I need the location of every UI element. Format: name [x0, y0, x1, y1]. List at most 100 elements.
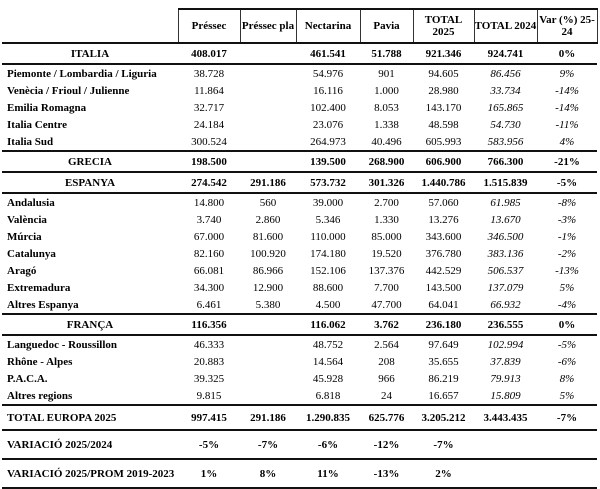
table-row: TOTAL EUROPA 2025 997.415 291.186 1.290.835… — [2, 404, 597, 431]
value-cell: 88.600 — [312, 281, 344, 294]
value-cell: 924.741 — [474, 42, 537, 65]
value-cell: 606.900 — [413, 150, 474, 173]
value-cell: 24 — [381, 389, 392, 402]
value-cell: 2% — [413, 459, 474, 489]
value-cell — [240, 387, 296, 405]
table-body: ITALIA 408.017 461.541 51.788 921.346 924.741… — [2, 42, 597, 489]
value-cell: 143.500 — [425, 281, 462, 294]
value-cell — [240, 313, 296, 336]
row-label: ESPANYA — [2, 171, 178, 194]
value-cell: 208 — [378, 355, 395, 368]
value-cell: 3.205.212 — [413, 404, 474, 431]
value-cell: 39.000 — [312, 196, 344, 209]
value-cell: 37.839 — [490, 355, 521, 368]
value-cell: 343.600 — [425, 230, 462, 243]
value-cell: 116.062 — [296, 313, 360, 336]
row-label: Rhône - Alpes — [7, 355, 73, 368]
row-label: Catalunya — [7, 247, 56, 260]
value-cell: 9% — [559, 67, 575, 80]
value-cell: 19.520 — [371, 247, 402, 260]
header-corner-cell — [2, 9, 178, 44]
value-cell — [240, 42, 296, 65]
value-cell: 64.041 — [428, 298, 459, 311]
value-cell: 16.657 — [428, 389, 459, 402]
value-cell: 45.928 — [312, 372, 344, 385]
table-row: ESPANYA 274.542 291.186 573.732 301.326 1.440… — [2, 171, 597, 194]
value-cell: 198.500 — [178, 150, 240, 173]
value-cell: 3.443.435 — [474, 404, 537, 431]
value-cell: -11% — [555, 118, 579, 131]
column-header: Préssec — [177, 8, 240, 44]
value-cell: 85.000 — [371, 230, 402, 243]
value-cell: 408.017 — [178, 42, 240, 65]
value-cell: 165.865 — [487, 101, 524, 114]
value-cell: 32.717 — [193, 101, 225, 114]
value-cell: 605.993 — [425, 135, 462, 148]
value-cell: 301.326 — [360, 171, 413, 194]
value-cell: 264.973 — [310, 135, 346, 148]
table-row: Andalusia 14.800 560 39.000 2.700 57.060 61.98… — [2, 193, 597, 211]
value-cell — [240, 116, 296, 133]
table-row: Piemonte / Lombardia / Liguria 38.728 54.9… — [2, 64, 597, 82]
value-cell: 291.186 — [240, 171, 296, 194]
row-label: VARIACIÓ 2025/2024 — [2, 430, 178, 460]
value-cell: 46.333 — [193, 338, 225, 351]
value-cell — [240, 64, 296, 82]
row-label: Andalusia — [7, 196, 55, 209]
value-cell: 1.440.786 — [413, 171, 474, 194]
value-cell: 8.053 — [374, 101, 399, 114]
value-cell: 102.400 — [310, 101, 346, 114]
value-cell: -13% — [360, 459, 413, 489]
value-cell: 383.136 — [487, 247, 524, 260]
value-cell — [474, 430, 537, 460]
value-cell: 143.170 — [425, 101, 462, 114]
table-row: Venècia / Frioul / Julienne 11.864 16.116 1… — [2, 82, 597, 99]
value-cell: 54.730 — [490, 118, 521, 131]
value-cell: 997.415 — [178, 404, 240, 431]
value-cell: 38.728 — [193, 67, 225, 80]
value-cell: -5% — [557, 338, 577, 351]
header-row: Préssec Préssec pla Nectarina Pavia TOTAL 20… — [2, 8, 598, 44]
value-cell: 583.956 — [487, 135, 524, 148]
value-cell: 766.300 — [474, 150, 537, 173]
row-label: TOTAL EUROPA 2025 — [2, 404, 178, 431]
value-cell: 921.346 — [413, 42, 474, 65]
value-cell: 66.081 — [193, 264, 225, 277]
value-cell: 2.564 — [374, 338, 399, 351]
value-cell: 110.000 — [310, 230, 346, 243]
value-cell: 48.598 — [428, 118, 459, 131]
value-cell: 33.734 — [490, 84, 521, 97]
table-header: Préssec Préssec pla Nectarina Pavia TOTAL 20… — [2, 8, 598, 44]
value-cell: 8% — [559, 372, 575, 385]
value-cell: 15.809 — [490, 389, 521, 402]
value-cell: 11.864 — [194, 84, 224, 97]
value-cell: 86.456 — [490, 67, 521, 80]
value-cell: 560 — [259, 196, 277, 209]
value-cell: 35.655 — [428, 355, 459, 368]
value-cell: 2.700 — [374, 196, 399, 209]
value-cell: 5.380 — [255, 298, 281, 311]
value-cell: 152.106 — [310, 264, 346, 277]
table-row: FRANÇA 116.356 116.062 3.762 236.180 236.555 0… — [2, 313, 597, 336]
value-cell: 13.670 — [490, 213, 521, 226]
row-label: Aragó — [7, 264, 37, 277]
row-label: Emilia Romagna — [7, 101, 87, 114]
value-cell: -5% — [537, 171, 597, 194]
value-cell: 8% — [240, 459, 296, 489]
row-label: Altres Espanya — [7, 298, 79, 311]
value-cell: 86.219 — [428, 372, 459, 385]
table-row: P.A.C.A. 39.325 45.928 966 86.219 79.913 8% — [2, 370, 597, 387]
row-label: VARIACIÓ 2025/PROM 2019-2023 — [2, 459, 178, 489]
table-row: Italia Sud 300.524 264.973 40.496 605.993 583… — [2, 133, 597, 151]
value-cell: -1% — [557, 230, 577, 243]
value-cell: 139.500 — [296, 150, 360, 173]
value-cell: 506.537 — [487, 264, 524, 277]
column-header: Préssec pla — [239, 8, 296, 44]
table-row: ITALIA 408.017 461.541 51.788 921.346 924.741… — [2, 42, 597, 65]
value-cell: 966 — [378, 372, 395, 385]
value-cell: 461.541 — [296, 42, 360, 65]
value-cell: 94.605 — [428, 67, 459, 80]
value-cell — [240, 99, 296, 116]
table-row: Altres Espanya 6.461 5.380 4.500 47.700 64.04… — [2, 296, 597, 314]
value-cell: 82.160 — [193, 247, 225, 260]
